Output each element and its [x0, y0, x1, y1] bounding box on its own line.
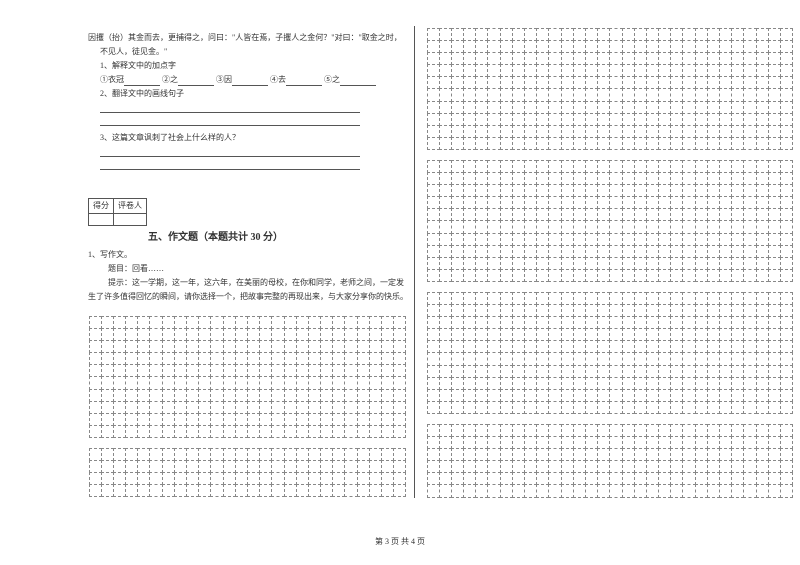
q1-i2: ②之 [162, 75, 178, 84]
exam-page: 因攫（抬）其金而去，更捕得之，问曰："人皆在焉，子攫人之金何？"对曰："取金之时… [0, 0, 800, 565]
essay-hint1: 提示：这一学期，这一年，这六年，在美丽的母校，在你和同学，老师之间，一定发 [88, 277, 408, 289]
q3-label: 3、这篇文章讽刺了社会上什么样的人？ [88, 132, 408, 144]
section5-title: 五、作文题（本题共计 30 分） [148, 230, 408, 245]
q1-blanks: ①衣冠 ②之 ③因 ④去 ⑤之 [88, 74, 408, 86]
q1-i1: ①衣冠 [100, 75, 124, 84]
blank[interactable] [286, 77, 322, 86]
writing-grid[interactable] [89, 448, 406, 497]
writing-grid[interactable] [427, 292, 793, 414]
blank[interactable] [232, 77, 268, 86]
answer-line[interactable] [100, 102, 360, 113]
score-header-1: 得分 [89, 199, 114, 214]
essay-topic: 题目：回看…… [88, 263, 408, 275]
score-table: 得分 评卷人 [88, 198, 147, 226]
essay-q-label: 1、写作文。 [88, 249, 408, 261]
writing-grid[interactable] [427, 424, 793, 497]
answer-line[interactable] [100, 115, 360, 126]
writing-grid[interactable] [427, 160, 793, 282]
blank[interactable] [340, 77, 376, 86]
writing-grid[interactable] [427, 28, 793, 150]
answer-line[interactable] [100, 159, 360, 170]
writing-grid[interactable] [89, 316, 406, 438]
q1-i4: ④去 [270, 75, 286, 84]
passage-line1: 因攫（抬）其金而去，更捕得之，问曰："人皆在焉，子攫人之金何？"对曰："取金之时… [88, 32, 408, 44]
page-footer: 第 3 页 共 4 页 [0, 536, 800, 547]
q1-label: 1、解释文中的加点字 [88, 60, 408, 72]
answer-line[interactable] [100, 146, 360, 157]
column-divider [414, 26, 415, 498]
essay-hint2: 生了许多值得回忆的瞬间，请你选择一个，把故事完整的再现出来，与大家分享你的快乐。 [88, 291, 408, 303]
blank[interactable] [124, 77, 160, 86]
score-header-2: 评卷人 [114, 199, 147, 214]
score-cell[interactable] [89, 214, 114, 226]
q1-i5: ⑤之 [324, 75, 340, 84]
q1-i3: ③因 [216, 75, 232, 84]
blank[interactable] [178, 77, 214, 86]
passage-line2: 不见人，徒见金。" [88, 46, 408, 58]
q2-label: 2、翻译文中的画线句子 [88, 88, 408, 100]
grader-cell[interactable] [114, 214, 147, 226]
left-column: 因攫（抬）其金而去，更捕得之，问曰："人皆在焉，子攫人之金何？"对曰："取金之时… [88, 32, 408, 305]
